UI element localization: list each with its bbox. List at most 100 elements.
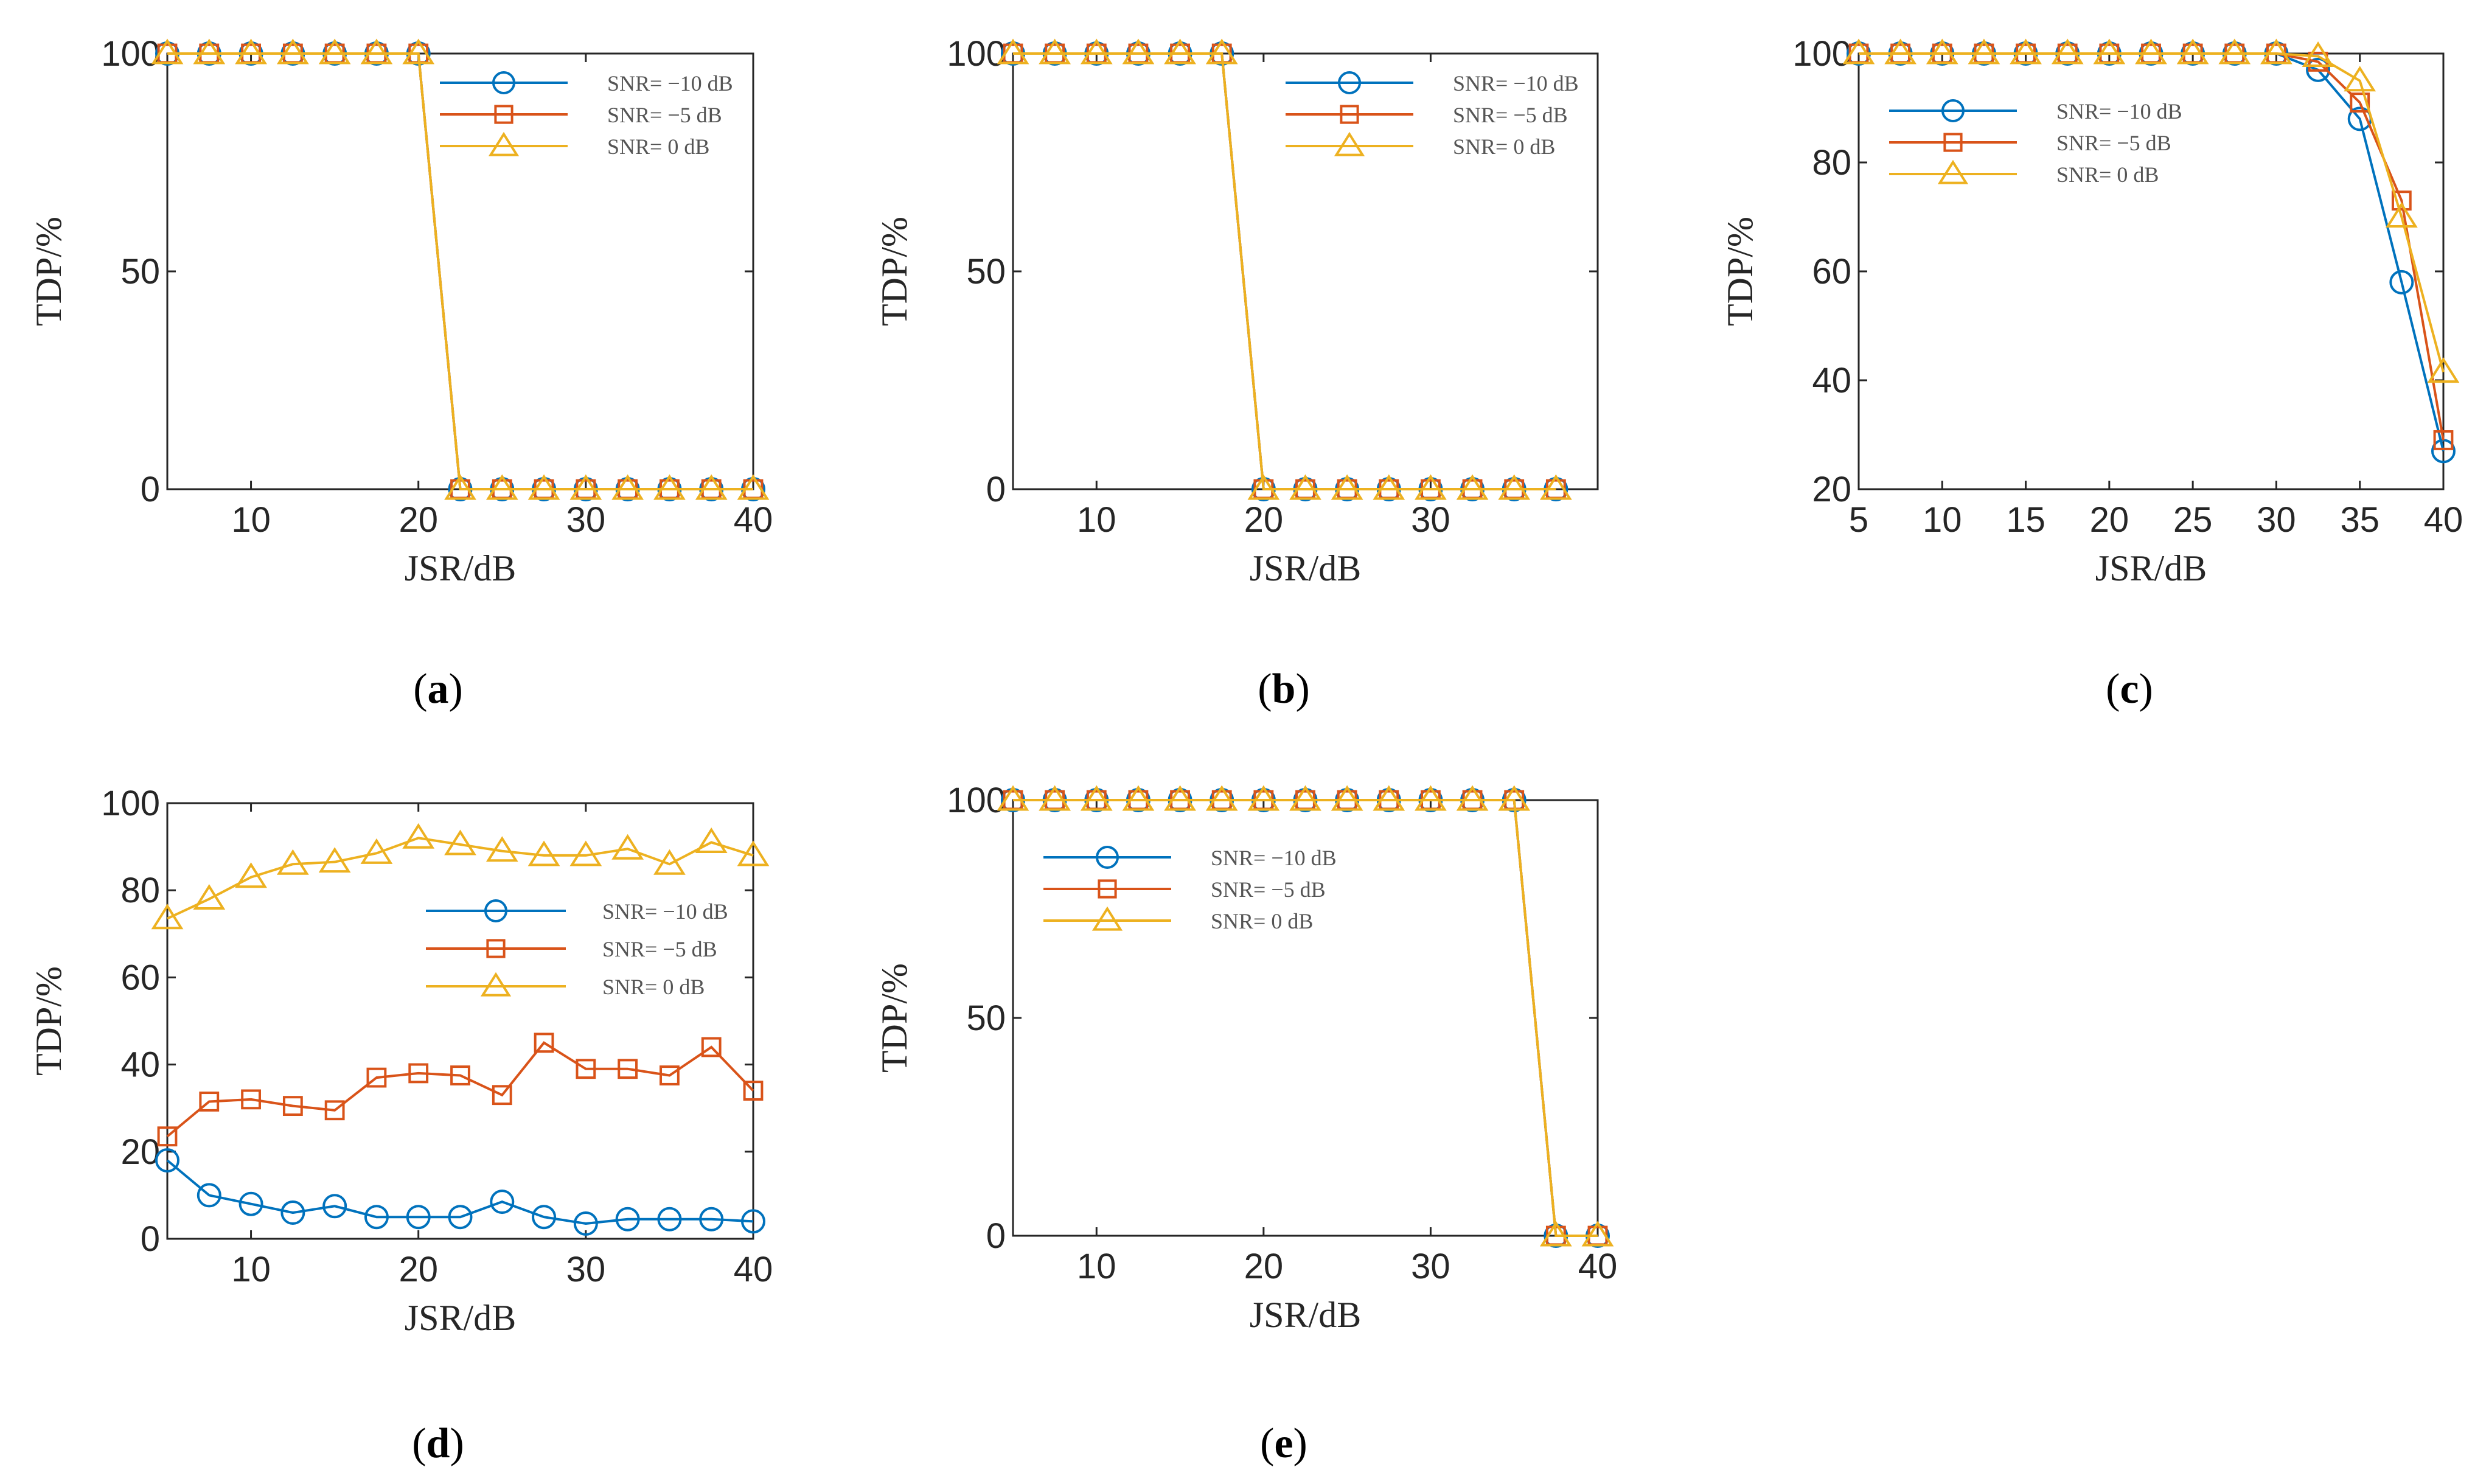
x-tick-label: 25: [2173, 500, 2213, 540]
legend-label: SNR= −10 dB: [602, 899, 728, 924]
x-tick-label: 15: [2006, 500, 2045, 540]
x-tick-label: 40: [2424, 500, 2463, 540]
data-point-triangle: [1205, 785, 1238, 811]
panel-caption: (e): [1260, 1420, 1307, 1467]
y-tick-label: 50: [120, 252, 160, 291]
data-point-triangle: [486, 474, 518, 500]
legend-label: SNR= −5 dB: [602, 937, 717, 961]
panel-caption: (b): [1258, 666, 1310, 712]
data-point-triangle: [611, 834, 644, 860]
x-axis-label: JSR/dB: [405, 1298, 516, 1338]
series-line: [167, 52, 753, 490]
legend: SNR= −10 dB SNR= −5 dB SNR= 0 dB: [1889, 99, 2182, 187]
panel-caption: (a): [413, 666, 463, 712]
x-tick-label: 10: [1923, 500, 1962, 540]
data-point-square: [199, 1092, 220, 1112]
data-point-square: [534, 1033, 554, 1053]
data-point-triangle: [444, 829, 476, 855]
data-point-circle: [322, 1194, 347, 1219]
data-point-triangle: [1456, 785, 1489, 811]
x-tick-label: 30: [2257, 500, 2296, 540]
data-point-triangle: [737, 840, 770, 866]
y-tick-label: 60: [120, 958, 160, 997]
data-point-triangle: [1122, 785, 1155, 811]
data-point-circle: [490, 1190, 515, 1214]
data-point-circle: [2389, 270, 2414, 294]
x-axis-label: JSR/dB: [405, 548, 516, 588]
x-tick-label: 10: [231, 500, 271, 540]
legend-marker-square: [1098, 879, 1117, 899]
legend: SNR= −10 dB SNR= −5 dB SNR= 0 dB: [1043, 846, 1337, 933]
y-tick-label: 100: [101, 34, 160, 74]
data-point-triangle: [1164, 38, 1196, 64]
data-point-triangle: [569, 474, 602, 500]
x-tick-label: 30: [1411, 500, 1450, 540]
series-triangle: [1842, 38, 2460, 383]
data-point-triangle: [276, 38, 309, 64]
x-tick-label: 40: [734, 500, 773, 540]
legend-label: SNR= 0 dB: [607, 134, 709, 159]
x-axis-label: JSR/dB: [1250, 548, 1361, 588]
data-point-triangle: [1205, 38, 1238, 64]
data-point-triangle: [1039, 38, 1071, 64]
data-point-triangle: [151, 904, 184, 930]
data-point-circle: [573, 1211, 598, 1236]
data-point-triangle: [2344, 66, 2376, 92]
legend-label: SNR= −10 dB: [1211, 846, 1337, 870]
data-point-circle: [280, 1200, 305, 1225]
x-tick-label: 40: [734, 1250, 773, 1289]
plot-area-frame: [166, 52, 754, 490]
data-point-triangle: [1039, 785, 1071, 811]
y-tick-label: 50: [966, 998, 1006, 1038]
y-tick-label: 20: [1812, 470, 1851, 509]
y-tick-label: 80: [120, 871, 160, 910]
panel-caption-letter: d: [426, 1420, 450, 1467]
y-axis-label: TDP/%: [1720, 217, 1760, 326]
data-point-square: [618, 1059, 638, 1079]
data-point-square: [576, 1059, 596, 1079]
data-point-triangle: [997, 785, 1029, 811]
data-point-triangle: [1247, 474, 1280, 500]
data-point-square: [450, 1065, 470, 1085]
legend-label: SNR= −10 dB: [607, 71, 733, 96]
data-point-square: [2391, 190, 2412, 211]
data-point-triangle: [1498, 785, 1531, 811]
data-point-triangle: [2302, 41, 2334, 67]
data-point-triangle: [2093, 38, 2126, 64]
x-tick-label: 5: [1849, 500, 1868, 540]
x-tick-label: 20: [399, 1250, 438, 1289]
data-point-square: [324, 1100, 345, 1121]
data-point-triangle: [737, 474, 770, 500]
data-point-square: [366, 1067, 387, 1088]
y-axis-label: TDP/%: [874, 963, 914, 1073]
data-point-triangle: [235, 862, 267, 888]
data-point-triangle: [318, 847, 351, 873]
data-point-square: [282, 1096, 303, 1116]
series-triangle: [151, 823, 770, 930]
data-point-triangle: [2218, 38, 2251, 64]
series-circle: [155, 1148, 765, 1236]
y-tick-label: 100: [947, 34, 1006, 74]
data-point-triangle: [653, 474, 686, 500]
legend: SNR= −10 dB SNR= −5 dB SNR= 0 dB: [440, 71, 733, 159]
data-point-square: [660, 1065, 680, 1085]
data-point-triangle: [151, 38, 184, 64]
y-tick-label: 0: [141, 1219, 160, 1259]
data-point-triangle: [1926, 38, 1958, 64]
data-point-triangle: [444, 474, 476, 500]
data-point-triangle: [1331, 474, 1363, 500]
legend-label: SNR= −5 dB: [607, 103, 722, 127]
panel-caption-letter: e: [1274, 1420, 1293, 1467]
y-tick-label: 100: [1792, 34, 1851, 74]
x-tick-label: 10: [231, 1250, 271, 1289]
y-tick-label: 60: [1812, 252, 1851, 291]
series-line: [166, 1041, 754, 1138]
data-point-triangle: [1842, 38, 1875, 64]
data-point-triangle: [486, 836, 518, 862]
legend-label: SNR= −5 dB: [1453, 103, 1568, 127]
data-point-triangle: [1539, 474, 1572, 500]
data-point-triangle: [1164, 785, 1196, 811]
legend-label: SNR= −10 dB: [2056, 99, 2182, 124]
